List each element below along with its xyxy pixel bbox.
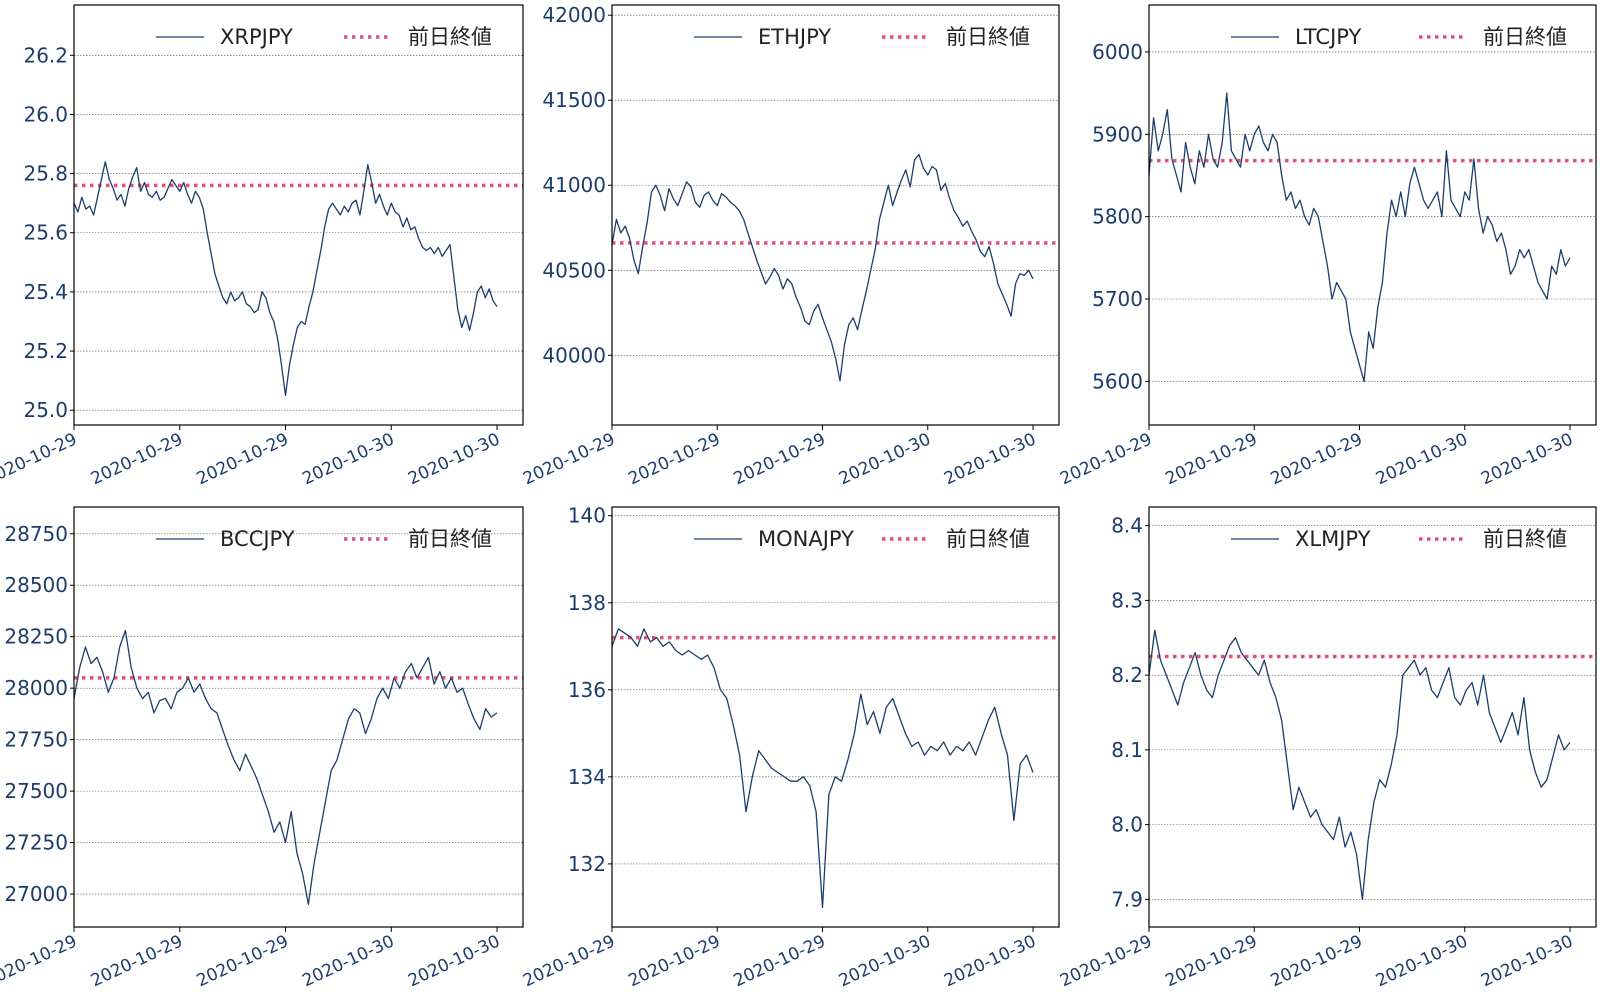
x-tick-label: 2020-10-29 bbox=[1162, 429, 1260, 489]
y-tick-label: 5800 bbox=[1092, 205, 1143, 229]
legend-series-label: XLMJPY bbox=[1295, 527, 1371, 551]
y-tick-label: 26.2 bbox=[23, 43, 68, 67]
x-tick-label: 2020-10-30 bbox=[1478, 429, 1576, 489]
plot-frame bbox=[611, 4, 1060, 426]
plot-frame bbox=[1148, 506, 1597, 928]
y-tick-label: 8.3 bbox=[1111, 588, 1143, 612]
legend-series-label: XRPJPY bbox=[220, 25, 293, 49]
y-tick-label: 134 bbox=[568, 765, 606, 789]
y-tick-label: 28500 bbox=[4, 573, 68, 597]
price-series-line bbox=[611, 628, 1034, 909]
price-series-line bbox=[1148, 629, 1571, 900]
legend-series-label: MONAJPY bbox=[758, 527, 854, 551]
y-tick-label: 132 bbox=[568, 852, 606, 876]
y-tick-label: 26.0 bbox=[23, 102, 68, 126]
y-tick-label: 25.2 bbox=[23, 339, 68, 363]
x-tick-label: 2020-10-29 bbox=[1162, 931, 1260, 991]
legend-series-label: BCCJPY bbox=[220, 527, 295, 551]
x-tick-label: 2020-10-30 bbox=[941, 429, 1039, 489]
legend-prev-close-label: 前日終値 bbox=[408, 527, 492, 551]
x-tick-label: 2020-10-29 bbox=[194, 931, 292, 991]
y-tick-label: 28250 bbox=[4, 625, 68, 649]
x-tick-label: 2020-10-29 bbox=[1268, 931, 1366, 991]
x-tick-label: 2020-10-29 bbox=[1057, 429, 1155, 489]
x-tick-label: 2020-10-30 bbox=[299, 931, 397, 991]
x-tick-label: 2020-10-29 bbox=[520, 931, 618, 991]
plot-frame bbox=[73, 4, 524, 426]
price-series-line bbox=[611, 153, 1034, 382]
y-tick-label: 40500 bbox=[542, 258, 606, 282]
y-tick-label: 136 bbox=[568, 678, 606, 702]
x-tick-label: 2020-10-30 bbox=[299, 429, 397, 489]
price-series-line bbox=[73, 161, 498, 397]
y-tick-label: 8.0 bbox=[1111, 813, 1143, 837]
y-tick-label: 8.1 bbox=[1111, 738, 1143, 762]
x-tick-label: 2020-10-29 bbox=[731, 429, 829, 489]
x-tick-label: 2020-10-29 bbox=[625, 931, 723, 991]
legend-series-label: ETHJPY bbox=[758, 25, 831, 49]
price-series-line bbox=[1148, 92, 1571, 383]
y-tick-label: 27750 bbox=[4, 728, 68, 752]
x-tick-label: 2020-10-30 bbox=[405, 931, 503, 991]
y-tick-label: 42000 bbox=[542, 3, 606, 27]
y-tick-label: 25.4 bbox=[23, 280, 68, 304]
y-tick-label: 27500 bbox=[4, 779, 68, 803]
x-tick-label: 2020-10-30 bbox=[836, 429, 934, 489]
x-tick-label: 2020-10-29 bbox=[0, 931, 80, 991]
x-tick-label: 2020-10-29 bbox=[520, 429, 618, 489]
x-tick-label: 2020-10-29 bbox=[88, 429, 186, 489]
y-tick-label: 41500 bbox=[542, 88, 606, 112]
legend-series-label: LTCJPY bbox=[1295, 25, 1361, 49]
legend-prev-close-label: 前日終値 bbox=[1483, 527, 1567, 551]
x-tick-label: 2020-10-30 bbox=[405, 429, 503, 489]
y-tick-label: 5600 bbox=[1092, 369, 1143, 393]
y-tick-label: 28000 bbox=[4, 676, 68, 700]
y-tick-label: 25.6 bbox=[23, 221, 68, 245]
legend-prev-close-label: 前日終値 bbox=[408, 25, 492, 49]
y-tick-label: 40000 bbox=[542, 343, 606, 367]
y-tick-label: 138 bbox=[568, 591, 606, 615]
y-tick-label: 25.8 bbox=[23, 162, 68, 186]
x-tick-label: 2020-10-30 bbox=[1373, 429, 1471, 489]
chart-panel-4: 27000 27250 27500 27750 28000 28250 28500 28750… bbox=[0, 506, 524, 991]
x-tick-label: 2020-10-29 bbox=[88, 931, 186, 991]
y-tick-label: 28750 bbox=[4, 522, 68, 546]
plot-frame bbox=[1148, 4, 1597, 426]
x-tick-label: 2020-10-30 bbox=[1373, 931, 1471, 991]
y-tick-label: 27250 bbox=[4, 831, 68, 855]
y-tick-label: 8.2 bbox=[1111, 663, 1143, 687]
x-tick-label: 2020-10-29 bbox=[1268, 429, 1366, 489]
x-tick-label: 2020-10-29 bbox=[1057, 931, 1155, 991]
y-tick-label: 5900 bbox=[1092, 122, 1143, 146]
x-tick-label: 2020-10-29 bbox=[731, 931, 829, 991]
x-tick-label: 2020-10-29 bbox=[625, 429, 723, 489]
y-tick-label: 41000 bbox=[542, 173, 606, 197]
x-tick-label: 2020-10-29 bbox=[194, 429, 292, 489]
plot-frame bbox=[73, 506, 524, 928]
y-tick-label: 27000 bbox=[4, 882, 68, 906]
y-tick-label: 25.0 bbox=[23, 398, 68, 422]
legend-prev-close-label: 前日終値 bbox=[1483, 25, 1567, 49]
y-tick-label: 7.9 bbox=[1111, 887, 1143, 911]
price-series-line bbox=[73, 629, 498, 906]
x-tick-label: 2020-10-29 bbox=[0, 429, 80, 489]
x-tick-label: 2020-10-30 bbox=[1478, 931, 1576, 991]
y-tick-label: 8.4 bbox=[1111, 514, 1143, 538]
y-tick-label: 140 bbox=[568, 504, 606, 528]
y-tick-label: 5700 bbox=[1092, 287, 1143, 311]
x-tick-label: 2020-10-30 bbox=[836, 931, 934, 991]
x-tick-label: 2020-10-30 bbox=[941, 931, 1039, 991]
plot-frame bbox=[611, 506, 1060, 928]
y-tick-label: 6000 bbox=[1092, 40, 1143, 64]
legend-prev-close-label: 前日終値 bbox=[946, 25, 1030, 49]
legend-prev-close-label: 前日終値 bbox=[946, 527, 1030, 551]
